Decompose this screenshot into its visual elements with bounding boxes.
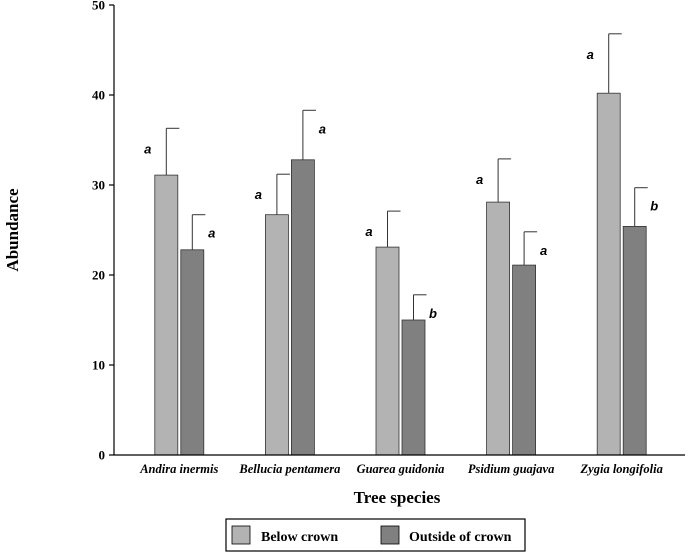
x-tick-labels: Andira inermis Bellucia pentamera Guarea g…	[139, 462, 663, 476]
y-tick-label: 20	[92, 268, 105, 283]
bar-below-crown	[375, 246, 400, 456]
bar-below-crown	[264, 214, 289, 456]
bars-layer: a a a a a b a a a b	[144, 33, 658, 456]
bar-outside-crown	[180, 249, 205, 456]
y-tick-label: 10	[92, 358, 105, 373]
x-axis-title: Tree species	[354, 488, 441, 507]
y-axis-title: Abundance	[3, 188, 22, 272]
significance-label: a	[587, 47, 594, 62]
legend-label-below-crown: Below crown	[261, 530, 338, 545]
y-tick-label: 40	[92, 88, 105, 103]
significance-label: b	[429, 306, 437, 321]
bar-outside-crown	[622, 225, 647, 456]
significance-label: b	[650, 199, 658, 214]
y-tick-label: 50	[92, 0, 105, 13]
x-tick-label: Guarea guidonia	[357, 462, 445, 476]
bar-outside-crown	[401, 319, 426, 456]
bar-below-crown	[154, 174, 179, 456]
legend-label-outside-crown: Outside of crown	[409, 530, 512, 545]
bar-below-crown	[596, 92, 621, 456]
legend-swatch-below-crown	[231, 525, 251, 545]
bar-outside-crown	[512, 264, 536, 456]
bar-outside-crown	[290, 159, 315, 456]
significance-label: a	[144, 141, 151, 156]
significance-label: a	[255, 187, 262, 202]
significance-label: a	[319, 121, 326, 136]
legend-frame	[225, 518, 526, 552]
x-tick-label: Zygia longifolia	[580, 462, 663, 476]
legend-swatch-outside-crown	[380, 525, 400, 545]
bar-below-crown	[486, 201, 511, 456]
y-tick-label: 30	[92, 178, 105, 193]
axes-layer	[113, 5, 685, 456]
significance-label: a	[540, 243, 547, 258]
y-ticks: 0 10 20 30 40 50	[92, 0, 114, 463]
significance-label: a	[208, 226, 215, 241]
legend: Below crown Outside of crown	[225, 518, 526, 552]
y-tick-label: 0	[99, 448, 106, 463]
significance-label: a	[476, 172, 483, 187]
x-tick-label: Bellucia pentamera	[238, 462, 340, 476]
x-tick-label: Andira inermis	[139, 462, 218, 476]
significance-label: a	[365, 224, 372, 239]
x-tick-label: Psidium guajava	[468, 462, 554, 476]
